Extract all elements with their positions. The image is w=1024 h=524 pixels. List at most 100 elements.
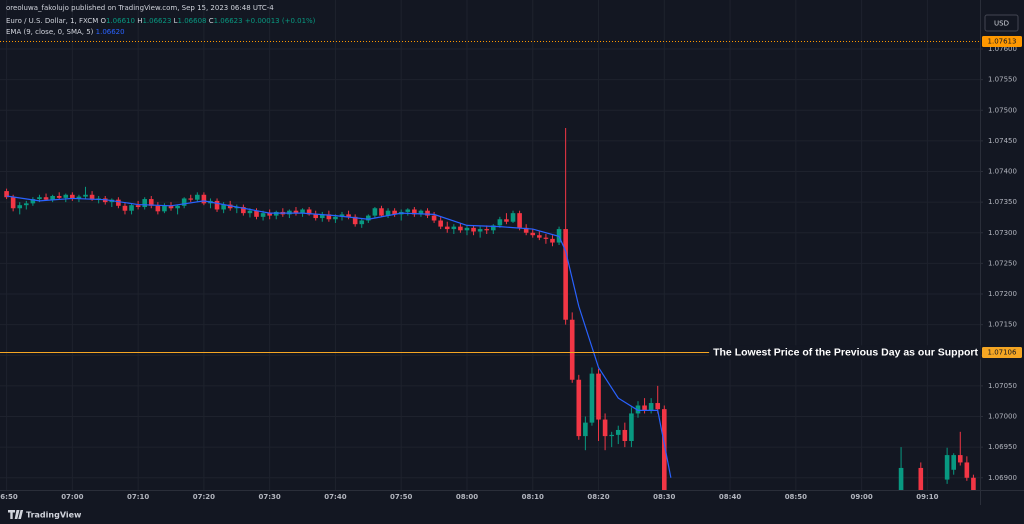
x-tick-label: 08:50 — [785, 493, 807, 501]
x-tick-label: 08:40 — [719, 493, 741, 501]
candle-body — [517, 213, 522, 228]
candle-body — [530, 232, 536, 236]
candle-body — [168, 205, 174, 209]
candle-body — [392, 210, 397, 215]
candle-body — [162, 205, 167, 212]
y-tick-label: 1.07350 — [988, 198, 1017, 206]
y-tick-label: 1.07450 — [988, 137, 1017, 145]
candle-body — [615, 429, 621, 435]
candle-body — [122, 205, 128, 211]
candle-body — [569, 319, 575, 380]
candle-body — [142, 199, 147, 208]
candle-body — [898, 467, 904, 490]
x-tick-label: 09:00 — [850, 493, 872, 501]
candle-body — [333, 216, 338, 220]
candle-body — [306, 209, 312, 215]
y-tick-label: 1.07600 — [988, 45, 1017, 53]
candle-body — [951, 455, 956, 470]
candle-body — [425, 210, 430, 216]
x-tick-label: 07:30 — [259, 493, 281, 501]
candle-body — [24, 203, 29, 206]
currency: USD — [994, 20, 1009, 28]
x-tick-label: 07:10 — [127, 493, 149, 501]
candle-body — [629, 413, 634, 441]
candle-body — [372, 208, 378, 216]
y-tick-label: 1.07300 — [988, 229, 1017, 237]
candle-body — [234, 207, 240, 209]
candle-body — [37, 197, 42, 200]
candle-body — [214, 200, 220, 210]
axes: 1.069001.069501.070001.070501.071001.071… — [0, 36, 1022, 501]
candle-body — [918, 467, 924, 490]
candle-body — [83, 194, 88, 197]
candle-body — [17, 205, 23, 209]
candle-body — [504, 219, 509, 222]
symbol-name: Euro / U.S. Dollar, 1, FXCM — [6, 17, 98, 25]
candle-body — [444, 226, 450, 230]
candle-body — [129, 205, 134, 211]
candle-body — [537, 235, 542, 238]
candle-body — [4, 191, 9, 198]
candle-body — [313, 214, 319, 219]
legend-row: EMA (9, close, 0, SMA, 5) 1.06620 — [6, 28, 125, 36]
candle-body — [175, 205, 180, 209]
candle-body — [43, 197, 49, 200]
legend: Euro / U.S. Dollar, 1, FXCM O1.06610 H1.… — [6, 17, 316, 36]
ohlc-value: 1.06623 — [214, 17, 243, 25]
candle-body — [648, 403, 654, 411]
candle-body — [116, 199, 121, 206]
ohlc-value: 1.06623 — [142, 17, 171, 25]
ema-line — [6, 195, 672, 478]
candle-body — [89, 194, 95, 200]
footer — [0, 505, 1024, 524]
candle-body — [195, 194, 200, 200]
candle-body — [339, 214, 345, 217]
candle-body — [438, 220, 443, 227]
x-tick-label: 07:00 — [61, 493, 83, 501]
candle-body — [543, 237, 549, 239]
candle-body — [379, 208, 384, 216]
brand-name: TradingView — [26, 511, 82, 520]
candle-body — [635, 405, 641, 414]
published-note: oreoluwa_fakolujo published on TradingVi… — [6, 4, 274, 12]
price-label-box — [982, 36, 1022, 47]
y-tick-label: 1.07000 — [988, 413, 1017, 421]
y-tick-label: 1.07200 — [988, 290, 1017, 298]
candle-body — [484, 229, 490, 231]
ohlc-key: L — [174, 17, 178, 25]
candle-body — [944, 455, 950, 480]
candle-body — [622, 429, 628, 441]
candle-body — [661, 409, 667, 490]
x-tick-label: 06:50 — [0, 493, 18, 501]
candle-body — [346, 214, 351, 217]
x-tick-label: 07:50 — [390, 493, 412, 501]
ohlc-key: C — [209, 17, 214, 25]
candle-body — [70, 194, 75, 199]
candle-body — [76, 196, 82, 199]
candle-body — [490, 225, 496, 231]
candle-body — [451, 226, 457, 230]
x-tick-label: 08:00 — [456, 493, 478, 501]
candle-body — [431, 215, 437, 221]
brand-logo — [7, 510, 24, 519]
indicator-value: 1.06620 — [96, 28, 125, 36]
candle-body — [405, 209, 411, 212]
annotation: The Lowest Price of the Previous Day as … — [713, 346, 978, 358]
candle-body — [148, 199, 154, 206]
candle-body — [477, 229, 483, 232]
candle-body — [102, 198, 108, 203]
candle-body — [589, 373, 595, 423]
y-tick-label: 1.07150 — [988, 321, 1017, 329]
candle-body — [359, 220, 365, 225]
price-label: 1.07106 — [988, 349, 1017, 357]
candle-body — [155, 205, 161, 212]
candle-body — [260, 213, 266, 217]
candle-body — [247, 210, 253, 214]
candle-body — [458, 226, 463, 231]
candle-body — [497, 219, 503, 226]
candle-body — [523, 227, 529, 233]
candle-body — [10, 197, 16, 209]
candle-body — [326, 214, 332, 220]
currency-button[interactable] — [984, 14, 1019, 32]
